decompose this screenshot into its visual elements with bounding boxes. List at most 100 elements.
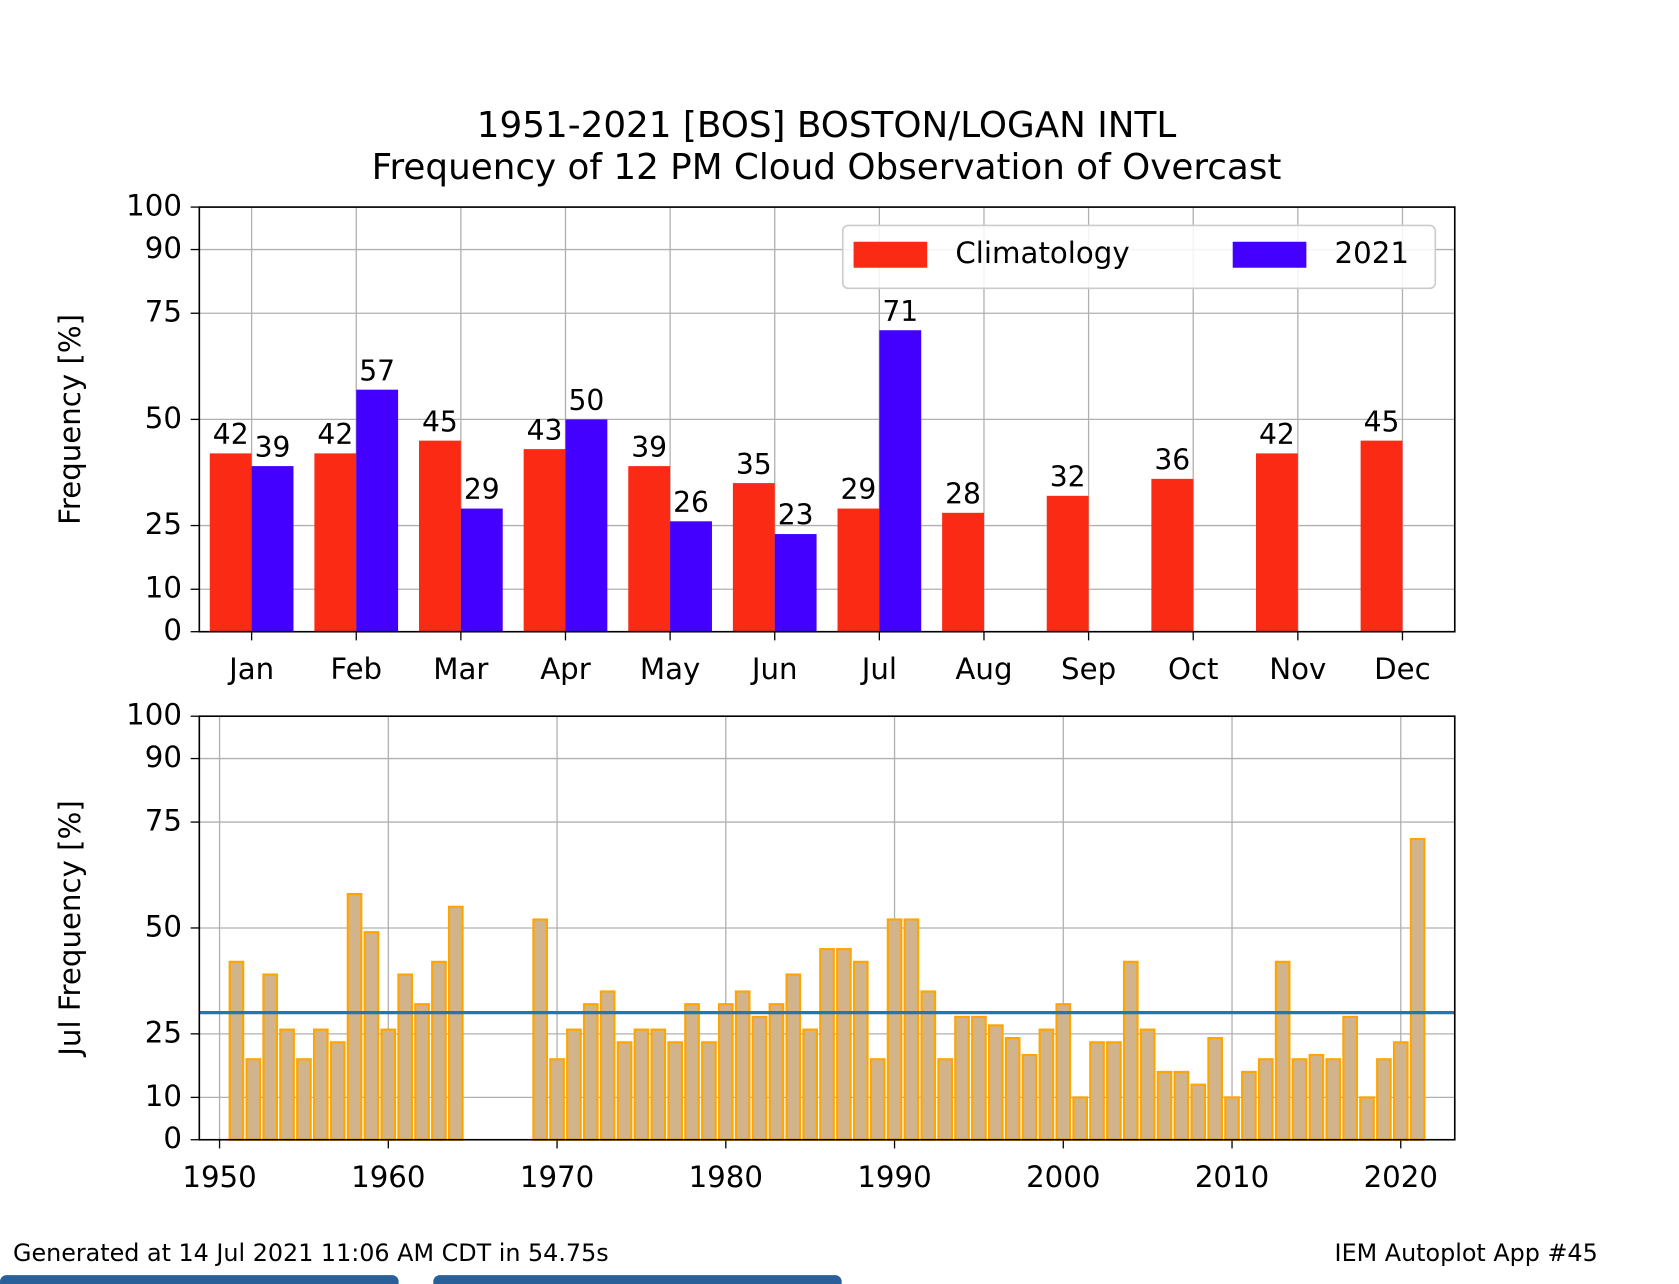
chart-subtitle: Frequency of 12 PM Cloud Observation of …: [372, 147, 1282, 188]
x-tick-label: May: [640, 652, 700, 686]
value-label: 45: [1364, 405, 1400, 438]
value-label: 28: [945, 477, 981, 510]
bar: [1046, 495, 1089, 632]
y-tick-label: 50: [145, 401, 182, 435]
bar: [1342, 1015, 1358, 1141]
value-label: 32: [1050, 460, 1086, 493]
value-label: 45: [422, 405, 458, 438]
y-tick-label: 100: [126, 698, 182, 732]
bar: [565, 419, 608, 632]
bar: [1173, 1070, 1190, 1141]
bar: [431, 960, 447, 1141]
bar: [903, 918, 920, 1141]
bar: [447, 905, 464, 1141]
y-tick-label: 75: [145, 804, 182, 838]
bar: [701, 1041, 717, 1141]
bar: [684, 1003, 700, 1141]
bar: [869, 1058, 886, 1141]
legend-label: 2021: [1335, 236, 1409, 270]
bar: [460, 508, 503, 632]
bar: [937, 1058, 953, 1141]
y-tick-label: 90: [145, 231, 182, 265]
bar: [768, 1003, 785, 1141]
value-label: 36: [1154, 444, 1190, 477]
value-label: 29: [841, 473, 877, 506]
plot-frame: [198, 206, 1456, 633]
bar: [296, 1058, 312, 1141]
bar: [397, 973, 414, 1141]
bar: [1308, 1053, 1325, 1141]
x-tick-label: 2010: [1195, 1160, 1269, 1194]
bar: [717, 1003, 734, 1141]
bar: [1055, 1003, 1072, 1141]
x-tick-label: Oct: [1168, 652, 1219, 686]
value-label: 50: [568, 384, 604, 417]
bar: [751, 1015, 768, 1141]
value-label: 26: [673, 486, 709, 519]
legend-swatch: [853, 241, 928, 268]
bar: [1274, 960, 1291, 1141]
y-tick-label: 10: [145, 571, 182, 605]
bar: [1255, 453, 1298, 632]
x-tick-label: Apr: [540, 652, 592, 686]
bar: [852, 960, 869, 1141]
bar: [329, 1041, 346, 1141]
x-tick-label: 1960: [351, 1160, 425, 1194]
y-tick-label: 0: [163, 1121, 182, 1155]
bar: [419, 440, 461, 632]
bar: [209, 453, 252, 632]
value-label: 42: [317, 418, 353, 451]
y-axis-label: Frequency [%]: [53, 314, 87, 525]
bar: [279, 1028, 295, 1141]
bar: [1122, 960, 1139, 1141]
bar: [785, 973, 802, 1141]
bar: [523, 449, 566, 632]
x-tick-label: 1950: [182, 1160, 256, 1194]
value-label: 23: [778, 499, 814, 532]
bar: [566, 1028, 582, 1141]
bar: [1106, 1041, 1122, 1141]
bar: [1392, 1041, 1409, 1141]
bar: [1241, 1070, 1257, 1141]
value-label: 29: [464, 473, 500, 506]
bar: [954, 1015, 970, 1141]
bar: [532, 918, 549, 1141]
bar: [942, 512, 984, 632]
bar: [582, 1003, 599, 1141]
value-label: 42: [1259, 418, 1295, 451]
bar: [363, 931, 380, 1141]
bar: [356, 389, 399, 632]
bar: [1360, 440, 1403, 632]
legend-label: Climatology: [955, 236, 1129, 270]
y-tick-label: 0: [163, 613, 182, 647]
bar: [1190, 1083, 1207, 1141]
y-tick-label: 100: [126, 189, 182, 223]
bar: [1325, 1058, 1342, 1141]
y-tick-label: 25: [145, 507, 182, 541]
bar: [971, 1015, 987, 1141]
y-tick-label: 50: [145, 909, 182, 943]
bar: [732, 483, 775, 632]
value-label: 43: [527, 414, 563, 447]
bar: [414, 1003, 430, 1141]
bar: [1291, 1058, 1308, 1141]
bar: [1359, 1096, 1375, 1141]
y-tick-label: 90: [145, 740, 182, 774]
bar: [616, 1041, 633, 1141]
bar: [380, 1028, 397, 1141]
generated-note: Generated at 14 Jul 2021 11:06 AM CDT in…: [13, 1239, 609, 1267]
bar: [1207, 1037, 1223, 1141]
bar: [1139, 1028, 1156, 1141]
app-note: IEM Autoplot App #45: [1335, 1239, 1598, 1267]
button[interactable]: [433, 1275, 842, 1284]
bar: [836, 948, 852, 1141]
bar: [251, 466, 294, 632]
button[interactable]: [0, 1275, 399, 1284]
x-tick-label: Mar: [433, 652, 489, 686]
x-tick-label: 2000: [1026, 1160, 1100, 1194]
bar: [879, 330, 922, 632]
bar: [886, 918, 903, 1141]
value-label: 39: [255, 431, 291, 464]
bar: [1072, 1096, 1088, 1141]
y-tick-label: 75: [145, 295, 182, 329]
